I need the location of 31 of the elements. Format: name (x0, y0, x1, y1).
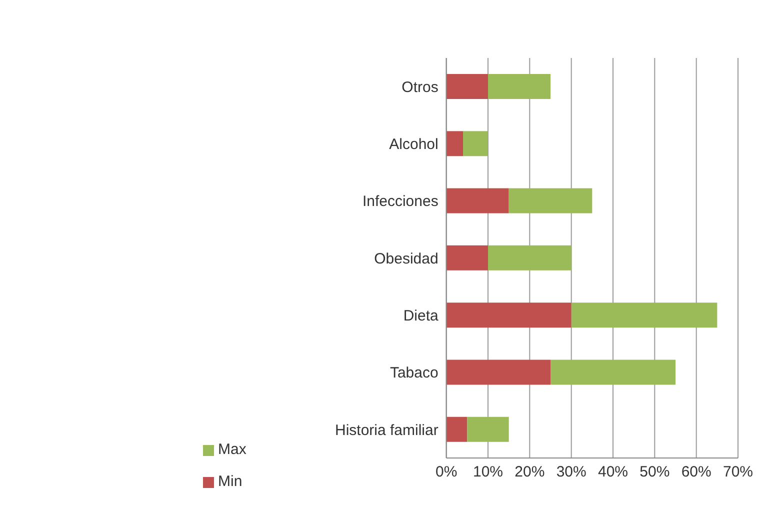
x-tick-label: 30% (556, 464, 586, 481)
y-tick-label: Otros (402, 78, 438, 96)
x-tick-label: 20% (514, 464, 545, 481)
legend-label: Min (218, 473, 242, 490)
bar (571, 302, 718, 328)
bar (446, 360, 551, 385)
bar (488, 245, 572, 270)
bar (446, 188, 509, 214)
y-tick-label: Tabaco (390, 364, 438, 382)
x-tick-label: 0% (436, 464, 458, 481)
bar (446, 302, 572, 328)
y-tick-label: Dieta (403, 307, 439, 324)
bar (550, 360, 676, 385)
x-tick-label: 70% (722, 464, 754, 481)
bar (508, 188, 592, 214)
bar (446, 74, 488, 99)
y-tick-label: Alcohol (389, 136, 438, 154)
bar (467, 416, 509, 442)
x-tick-label: 40% (598, 464, 628, 481)
y-tick-label: Infecciones (362, 193, 438, 210)
x-tick-label: 60% (681, 464, 712, 481)
x-tick-label: 50% (640, 464, 670, 481)
bar (446, 131, 464, 156)
legend-label: Max (218, 441, 246, 458)
bar (488, 74, 551, 99)
y-tick-label: Obesidad (374, 250, 438, 268)
bar (446, 245, 488, 270)
bar (446, 416, 468, 442)
x-tick-label: 10% (472, 464, 504, 481)
bar (463, 131, 488, 156)
y-tick-label: Historia familiar (334, 422, 438, 439)
